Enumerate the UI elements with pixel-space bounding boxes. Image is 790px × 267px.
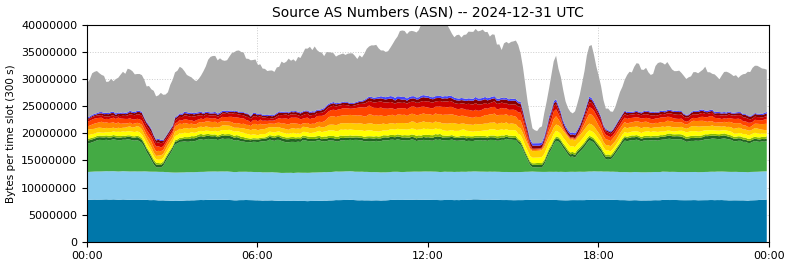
Y-axis label: Bytes per time slot (300 s): Bytes per time slot (300 s) xyxy=(6,64,16,203)
Title: Source AS Numbers (ASN) -- 2024-12-31 UTC: Source AS Numbers (ASN) -- 2024-12-31 UT… xyxy=(272,6,584,19)
